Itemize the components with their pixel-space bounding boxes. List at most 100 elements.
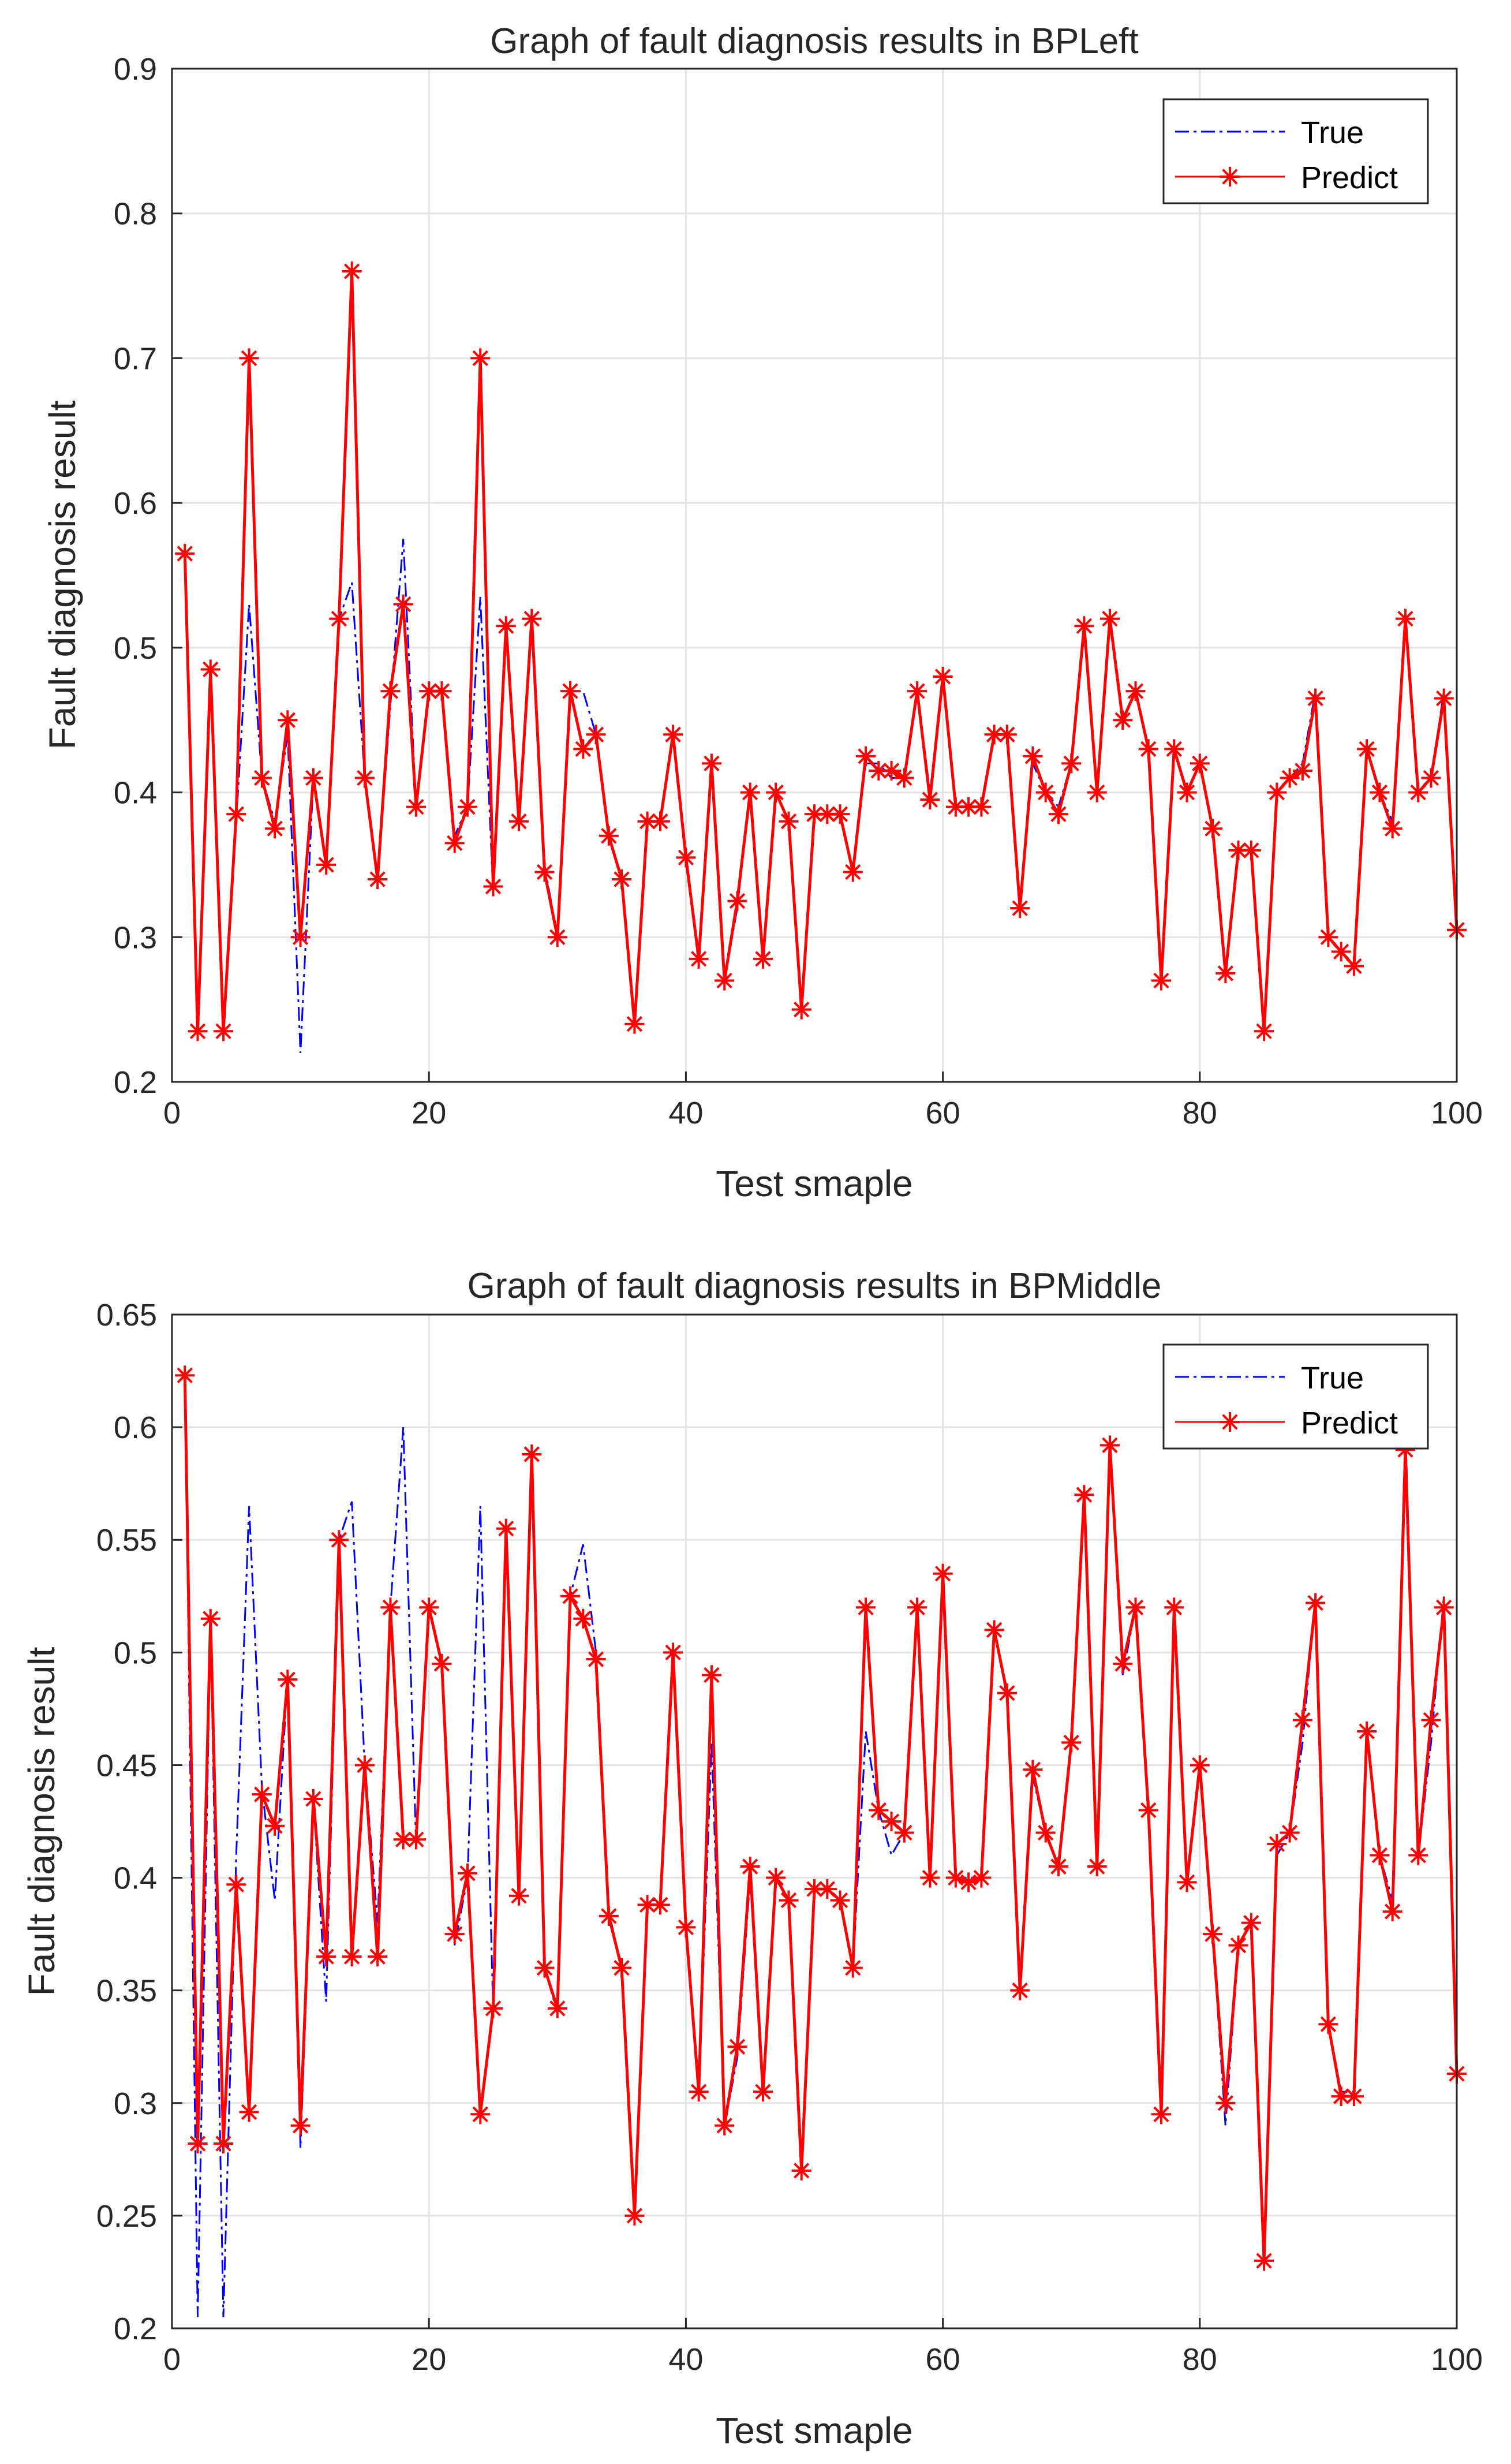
predict-point bbox=[534, 862, 555, 882]
predict-point bbox=[753, 949, 773, 969]
predict-point bbox=[1292, 760, 1312, 781]
predict-point bbox=[715, 2115, 735, 2136]
y-tick-label: 0.8 bbox=[114, 197, 157, 232]
predict-point bbox=[354, 1755, 375, 1775]
predict-point bbox=[534, 1958, 555, 1978]
predict-point bbox=[1138, 1800, 1158, 1820]
predict-point bbox=[368, 869, 388, 889]
x-tick-label: 40 bbox=[668, 1096, 703, 1130]
predict-point bbox=[753, 2082, 773, 2102]
predict-point bbox=[1370, 1845, 1390, 1865]
x-axis-label: Test smaple bbox=[716, 1163, 912, 1204]
predict-point bbox=[419, 1597, 439, 1618]
predict-point bbox=[1241, 1913, 1261, 1933]
predict-point bbox=[1318, 2014, 1338, 2034]
predict-point bbox=[1280, 768, 1300, 788]
predict-point bbox=[599, 1906, 619, 1926]
predict-point bbox=[444, 1924, 465, 1944]
predict-point bbox=[1357, 1721, 1377, 1741]
predict-point bbox=[779, 811, 799, 831]
axes-frame bbox=[171, 1313, 1458, 2329]
predict-point bbox=[689, 949, 709, 969]
predict-point bbox=[612, 1958, 632, 1978]
predict-point bbox=[316, 854, 336, 875]
legend-star bbox=[1220, 1412, 1240, 1432]
predict-point bbox=[175, 543, 195, 563]
predict-point bbox=[881, 1812, 902, 1831]
predict-point bbox=[1421, 1710, 1441, 1730]
tick-labels: 0 20 40 60 80 100 0.2 0.3 0.4 0.5 0.6 0.7 0.8 0.9 bbox=[114, 52, 1483, 1130]
predict-point bbox=[881, 760, 902, 781]
predict-point bbox=[727, 891, 747, 911]
y-tick-label: 0.25 bbox=[96, 2199, 157, 2234]
predict-point bbox=[1074, 1485, 1094, 1505]
predict-point bbox=[470, 2104, 491, 2125]
predict-point bbox=[1434, 1597, 1454, 1618]
predict-point bbox=[1344, 956, 1364, 976]
x-tick-label: 0 bbox=[163, 1096, 181, 1130]
predict-point bbox=[676, 848, 696, 868]
predict-point bbox=[1087, 782, 1107, 802]
predict-point bbox=[432, 681, 452, 701]
predict-point bbox=[907, 1597, 927, 1618]
predict-point bbox=[214, 1021, 234, 1041]
predict-point bbox=[547, 927, 567, 947]
legend-star bbox=[1220, 167, 1240, 186]
predict-point bbox=[368, 1947, 388, 1967]
y-tick-label: 0.9 bbox=[114, 52, 157, 87]
predict-point bbox=[1048, 1857, 1068, 1877]
predict-point bbox=[1382, 819, 1402, 839]
predict-point bbox=[188, 1021, 208, 1041]
predict-point bbox=[1267, 782, 1287, 802]
predict-point bbox=[329, 1530, 349, 1550]
predict-point bbox=[971, 797, 992, 817]
x-tick-label: 100 bbox=[1431, 2342, 1483, 2377]
predict-point bbox=[997, 1683, 1017, 1703]
predict-point bbox=[265, 1816, 285, 1836]
legend: True Predict bbox=[1162, 1343, 1429, 1450]
predict-point bbox=[1099, 1435, 1120, 1455]
predict-point bbox=[483, 876, 503, 897]
predict-point bbox=[907, 681, 927, 701]
predict-point bbox=[1228, 1935, 1248, 1955]
predict-point bbox=[1113, 1653, 1133, 1674]
predict-point bbox=[1138, 739, 1158, 759]
predict-point bbox=[1306, 688, 1326, 708]
y-tick-label: 0.5 bbox=[114, 631, 157, 666]
plot-area bbox=[175, 1365, 1467, 2317]
predict-point bbox=[380, 681, 401, 701]
predict-point bbox=[290, 927, 311, 947]
predict-point bbox=[1164, 1597, 1184, 1618]
chart-title: Graph of fault diagnosis results in BPMi… bbox=[467, 1266, 1162, 1306]
predict-point bbox=[290, 2115, 311, 2136]
predict-point bbox=[1408, 1845, 1428, 1865]
y-tick-label: 0.45 bbox=[96, 1748, 157, 1783]
predict-point bbox=[1382, 1902, 1402, 1922]
predict-point bbox=[393, 594, 413, 614]
predict-point bbox=[406, 797, 426, 817]
predict-point bbox=[470, 348, 491, 368]
predict-point bbox=[1318, 927, 1338, 947]
predict-point bbox=[766, 782, 786, 802]
predict-point bbox=[1190, 1755, 1210, 1775]
predict-point bbox=[1074, 616, 1094, 636]
predict-point bbox=[843, 1958, 863, 1978]
predict-point bbox=[727, 2037, 747, 2057]
predict-point bbox=[1087, 1857, 1107, 1877]
predict-point bbox=[1215, 2093, 1236, 2113]
predict-point bbox=[766, 1868, 786, 1888]
legend-true-label: True bbox=[1301, 115, 1364, 150]
predict-point bbox=[278, 1670, 298, 1690]
predict-point bbox=[342, 1947, 362, 1967]
predict-point bbox=[1164, 739, 1184, 759]
predict-point bbox=[252, 1784, 272, 1805]
predict-point bbox=[830, 804, 850, 824]
predict-point bbox=[200, 659, 220, 680]
predict-point bbox=[1151, 2104, 1172, 2125]
predict-point bbox=[573, 1608, 593, 1629]
predict-point bbox=[316, 1947, 336, 1967]
predict-point bbox=[560, 681, 581, 701]
predict-point bbox=[214, 2134, 234, 2154]
predict-point bbox=[1099, 608, 1120, 629]
predict-point bbox=[1292, 1710, 1312, 1730]
